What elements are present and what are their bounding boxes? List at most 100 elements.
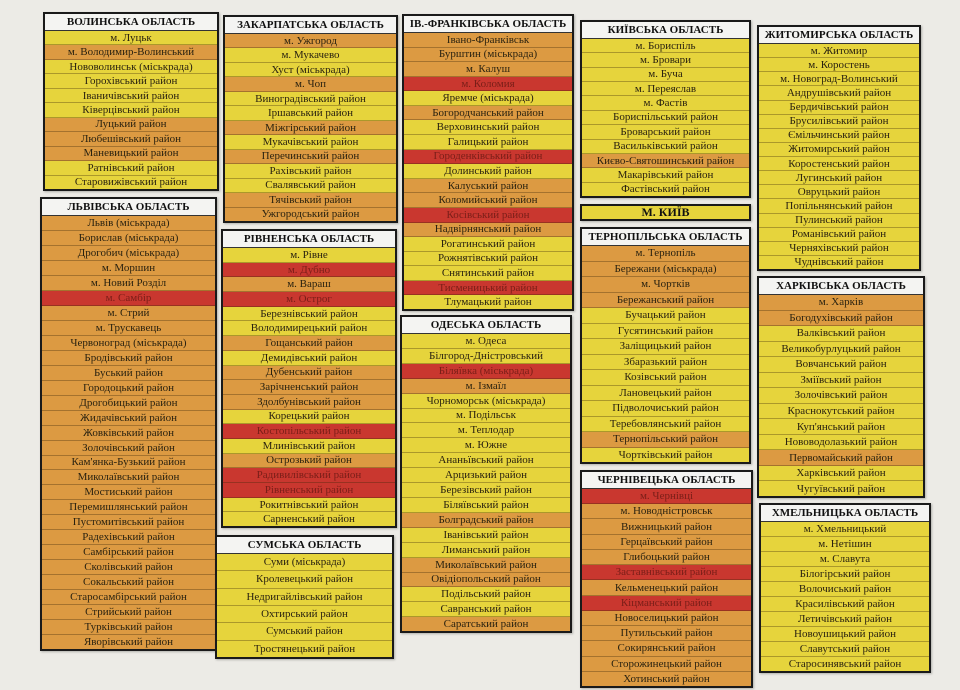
district-row: Стрийський район [42,605,215,621]
district-row: Яремче (міськрада) [404,91,572,106]
district-row: м. Теплодар [402,423,570,439]
district-row: Броварський район [582,125,749,140]
region-table: СУМСЬКА ОБЛАСТЬ Суми (міськрада) Кролевець… [215,535,394,659]
district-row: Маневицький район [45,146,217,162]
district-row: Ківерцівський район [45,103,217,118]
district-row: м. Калуш [404,62,572,77]
district-row: Тлумацький район [404,295,572,309]
district-row: Золочівський район [759,388,923,404]
district-row: Ананьївський район [402,453,570,469]
region-table: ЧЕРНІВЕЦЬКА ОБЛАСТЬ м. Чернівці м. Новодні… [580,470,753,688]
district-row: м. Трускавець [42,320,215,336]
region-table: ЛЬВІВСЬКА ОБЛАСТЬ Львів (міськрада) Борисл… [40,197,217,651]
district-row: Великобурлуцький район [759,341,923,358]
district-row: Біляївка (міськрада) [402,363,570,379]
district-row: Валківський район [759,326,923,342]
region-table: ХМЕЛЬНИЦЬКА ОБЛАСТЬ м. Хмельницький м. Нет… [759,503,931,673]
district-row: Герцаївський район [582,534,751,550]
district-row: Чортківський район [582,447,749,462]
district-row: Радехівський район [42,530,215,546]
district-row: м. Новий Розділ [42,275,215,291]
district-row: Мостиський район [42,485,215,501]
district-row: Біляївський район [402,497,570,513]
district-row: Богодухівський район [759,310,923,327]
district-row: Надвірнянський район [404,222,572,238]
district-row: Арцизький район [402,468,570,484]
district-row: м. Ужгород [225,34,396,49]
district-row: Снятинський район [404,266,572,281]
district-row: Новоселицький район [582,610,751,627]
district-row: Турківський район [42,620,215,636]
district-row: м. Тернопіль [582,246,749,262]
district-row: Іваничівський район [45,88,217,104]
district-row: Березнівський район [223,306,395,322]
district-row: Жидачівський район [42,410,215,426]
district-row: Міжгірський район [225,120,396,136]
district-row: Рожнятівський район [404,251,572,267]
district-row: м. Славута [761,552,929,567]
district-row: Старосамбірський район [42,590,215,606]
district-row: Хуст (міськрада) [225,62,396,78]
district-row: м. Вараш [223,277,395,293]
district-row: м. Нетішин [761,537,929,552]
district-row: м. Моршин [42,260,215,276]
district-row: Саратський район [402,617,570,632]
district-row: Нововодолазький район [759,434,923,451]
district-row: м. Буча [582,67,749,83]
district-row: м. Бровари [582,53,749,68]
district-row: Лановецький район [582,385,749,401]
district-row: Недригайлівський район [217,588,392,606]
region-table: ЖИТОМИРСЬКА ОБЛАСТЬ м. Житомир м. Коростен… [757,25,921,271]
district-row: Сторожинецький район [582,656,751,672]
district-row: Володимирецький район [223,321,395,337]
district-row: м. Новодністровськ [582,504,751,520]
district-row: м. Мукачево [225,48,396,63]
district-row: Бучацький район [582,308,749,324]
district-row: Яворівський район [42,635,215,650]
district-row: Буський район [42,365,215,381]
district-row: Тисменицький район [404,280,572,296]
district-row: Виноградівський район [225,91,396,107]
district-row: Охтирський район [217,605,392,624]
district-row: Гощанський район [223,336,395,351]
district-row: м. Ізмаїл [402,378,570,394]
district-row: Сумський район [217,623,392,641]
region-table: ТЕРНОПІЛЬСЬКА ОБЛАСТЬ м. Тернопіль Бережан… [580,227,751,464]
district-row: Бережанський район [582,292,749,308]
district-row: Іванівський район [402,527,570,543]
district-row: м. Житомир [759,44,919,59]
district-row: Ужгородський район [225,207,396,222]
district-row: Кролевецький район [217,571,392,589]
district-row: Подільський район [402,587,570,603]
district-row: Іршавський район [225,106,396,121]
district-row: Миколаївський район [402,557,570,573]
district-row: Млинівський район [223,438,395,454]
district-row: Бродівський район [42,350,215,366]
district-row: м. Подільськ [402,408,570,424]
district-row: Рахівський район [225,164,396,179]
district-row: Фастівський район [582,182,749,196]
region-title: М. КИЇВ [582,206,749,219]
district-row: м. Рівне [223,248,395,263]
district-row: Нововолинськ (міськрада) [45,59,217,75]
district-row: м. Хмельницький [761,522,929,537]
district-row: Луцький район [45,117,217,133]
district-row: м. Одеса [402,334,570,349]
district-row: м. Чортків [582,277,749,293]
district-row: Куп'янський район [759,419,923,435]
district-row: Миколаївський район [42,470,215,486]
district-row: м. Дубно [223,262,395,278]
district-row: Коростенський район [759,157,919,172]
district-row: Борислав (міськрада) [42,230,215,246]
region-table: ІВ.-ФРАНКІВСЬКА ОБЛАСТЬ Івано-Франківськ Б… [402,14,574,311]
district-row: Кіцманський район [582,595,751,611]
district-row: Рогатинський район [404,237,572,252]
district-row: Вижницький район [582,519,751,535]
district-row: Глибоцький район [582,549,751,566]
district-row: Києво-Святошинський район [582,153,749,169]
district-row: м. Фастів [582,96,749,111]
district-row: Ємільчинський район [759,128,919,143]
district-row: Волочиський район [761,582,929,597]
district-row: Лиманський район [402,542,570,558]
region-table: КИЇВСЬКА ОБЛАСТЬ м. Бориспіль м. Бровари м.… [580,20,751,198]
